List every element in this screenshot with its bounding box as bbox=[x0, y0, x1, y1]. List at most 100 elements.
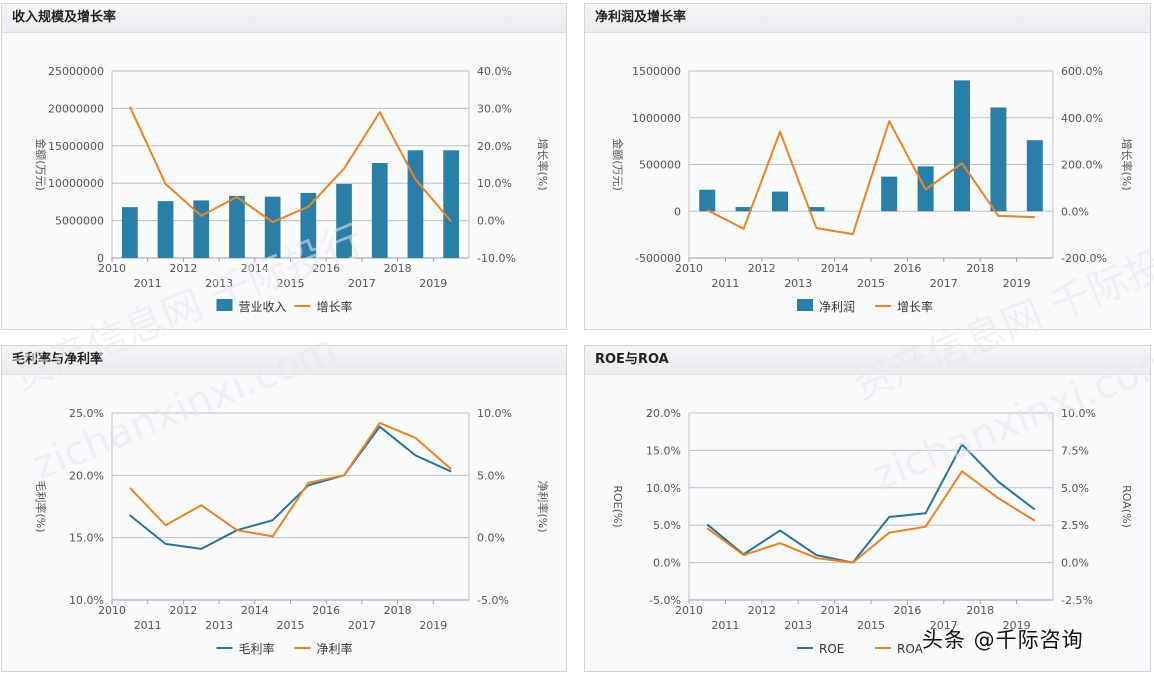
y-axis-title: 毛利率(%) bbox=[34, 480, 48, 532]
x-tick-label: 2017 bbox=[348, 277, 376, 290]
x-tick-label: 2012 bbox=[169, 262, 197, 275]
bar bbox=[264, 196, 281, 258]
y-tick-label: 20.0% bbox=[646, 407, 681, 420]
series-line bbox=[128, 106, 452, 224]
x-tick-label: 2013 bbox=[784, 619, 812, 632]
bar bbox=[193, 200, 210, 258]
bar bbox=[735, 207, 752, 212]
y-tick-label: 10.0% bbox=[69, 594, 104, 607]
bar bbox=[771, 191, 789, 212]
y2-tick-label: 400.0% bbox=[1061, 112, 1103, 125]
x-tick-label: 2014 bbox=[241, 262, 269, 275]
series-line bbox=[129, 425, 452, 550]
y-tick-label: 1500000 bbox=[632, 65, 681, 78]
y2-tick-label: 10.0% bbox=[477, 177, 512, 190]
bar bbox=[157, 201, 174, 258]
y2-tick-label: -10.0% bbox=[477, 252, 516, 265]
y2-tick-label: -2.5% bbox=[1061, 594, 1093, 607]
y2-tick-label: 5.0% bbox=[1061, 482, 1089, 495]
chart-margins: 10.0% 15.0% 20.0% 25.0% -5.0% 0.0% 5.0% 10.0% 毛利… bbox=[34, 407, 550, 656]
x-tick-label: 2019 bbox=[1003, 619, 1031, 632]
panel-title: 毛利率与净利率 bbox=[2, 346, 566, 375]
legend-swatch bbox=[216, 299, 233, 311]
y2-axis-title: 增长率(%) bbox=[536, 138, 550, 190]
panel-title: 净利润及增长率 bbox=[585, 4, 1150, 33]
x-tick-label: 2012 bbox=[748, 604, 776, 617]
legend-label: ROE bbox=[819, 642, 844, 656]
x-tick-label: 2011 bbox=[134, 277, 162, 290]
x-tick-label: 2012 bbox=[748, 262, 776, 275]
legend-swatch bbox=[797, 299, 813, 311]
bar bbox=[1026, 140, 1043, 212]
y2-axis-title: 净利率(%) bbox=[536, 480, 550, 532]
y2-tick-label: 20.0% bbox=[477, 140, 512, 153]
bar bbox=[699, 189, 716, 212]
y-tick-label: 5000000 bbox=[55, 215, 104, 228]
x-tick-label: 2011 bbox=[134, 619, 162, 632]
legend-label: 净利润 bbox=[819, 300, 855, 314]
x-tick-label: 2014 bbox=[241, 604, 269, 617]
y-axis-title: 金额(万元) bbox=[611, 138, 625, 191]
y2-tick-label: 0.0% bbox=[477, 215, 505, 228]
bar bbox=[407, 150, 424, 258]
bar bbox=[121, 207, 138, 258]
y-tick-label: 500000 bbox=[639, 159, 681, 172]
x-tick-label: 2011 bbox=[711, 277, 739, 290]
y-tick-label: 10.0% bbox=[646, 482, 681, 495]
bar bbox=[300, 192, 317, 258]
y2-tick-label: 0.0% bbox=[477, 532, 505, 545]
y2-tick-label: 30.0% bbox=[477, 102, 512, 115]
chart-revenue: 0 5000000 10000000 15000000 20000000 25000000… bbox=[34, 65, 550, 314]
bar bbox=[881, 176, 898, 212]
x-tick-label: 2016 bbox=[893, 262, 921, 275]
y-tick-label: 15.0% bbox=[69, 532, 104, 545]
y-tick-label: 0 bbox=[674, 205, 681, 218]
y2-tick-label: 0.0% bbox=[1061, 205, 1089, 218]
bar bbox=[953, 80, 971, 212]
panel-title: ROE与ROA bbox=[585, 346, 1150, 375]
chart-roe-roa: -5.0% 0.0% 5.0% 10.0% 15.0% 20.0% -2.5% 0.0% 2.5… bbox=[611, 407, 1133, 656]
y2-tick-label: 7.5% bbox=[1061, 444, 1089, 457]
panel-revenue: 收入规模及增长率 0 5000000 10000000 15000000 2000000… bbox=[1, 3, 567, 330]
y-tick-label: 25.0% bbox=[69, 407, 104, 420]
x-tick-label: 2018 bbox=[966, 262, 994, 275]
y2-tick-label: 10.0% bbox=[477, 407, 512, 420]
x-tick-label: 2010 bbox=[675, 604, 703, 617]
x-tick-label: 2010 bbox=[675, 262, 703, 275]
x-tick-label: 2014 bbox=[821, 262, 849, 275]
y-tick-label: 0 bbox=[97, 252, 104, 265]
x-tick-label: 2019 bbox=[419, 619, 447, 632]
x-tick-label: 2016 bbox=[893, 604, 921, 617]
x-tick-label: 2013 bbox=[205, 619, 233, 632]
bar bbox=[229, 195, 245, 258]
y2-axis-title: ROA(%) bbox=[1120, 485, 1133, 528]
y-tick-label: 20000000 bbox=[48, 102, 104, 115]
x-tick-label: 2014 bbox=[821, 604, 849, 617]
legend-label: 毛利率 bbox=[239, 641, 275, 656]
y2-tick-label: 2.5% bbox=[1061, 519, 1089, 532]
y2-tick-label: -200.0% bbox=[1061, 252, 1107, 265]
x-tick-label: 2012 bbox=[169, 604, 197, 617]
y2-tick-label: 600.0% bbox=[1061, 65, 1103, 78]
legend-label: 增长率 bbox=[897, 299, 933, 314]
series-line bbox=[706, 470, 1036, 564]
x-tick-label: 2019 bbox=[419, 277, 447, 290]
x-tick-label: 2017 bbox=[348, 619, 376, 632]
chart-net-profit: -500000 0 500000 1000000 1500000 -200.0% 0.0% 2… bbox=[611, 65, 1134, 314]
x-tick-label: 2019 bbox=[1003, 277, 1031, 290]
x-tick-label: 2018 bbox=[966, 604, 994, 617]
y2-tick-label: 40.0% bbox=[477, 65, 512, 78]
series-line bbox=[706, 120, 1035, 236]
footer-credit: 头条 @千际咨询 bbox=[922, 628, 1084, 652]
y-tick-label: 20.0% bbox=[69, 469, 104, 482]
x-tick-label: 2016 bbox=[312, 262, 340, 275]
legend-label: 增长率 bbox=[317, 299, 353, 314]
y-tick-label: 10000000 bbox=[48, 177, 104, 190]
x-tick-label: 2013 bbox=[784, 277, 812, 290]
legend-label: 营业收入 bbox=[239, 300, 287, 314]
y-tick-label: 15.0% bbox=[646, 444, 681, 457]
bar bbox=[336, 183, 352, 258]
x-tick-label: 2015 bbox=[277, 619, 305, 632]
x-tick-label: 2015 bbox=[857, 277, 885, 290]
y2-axis-title: 增长率(%) bbox=[1120, 138, 1134, 190]
